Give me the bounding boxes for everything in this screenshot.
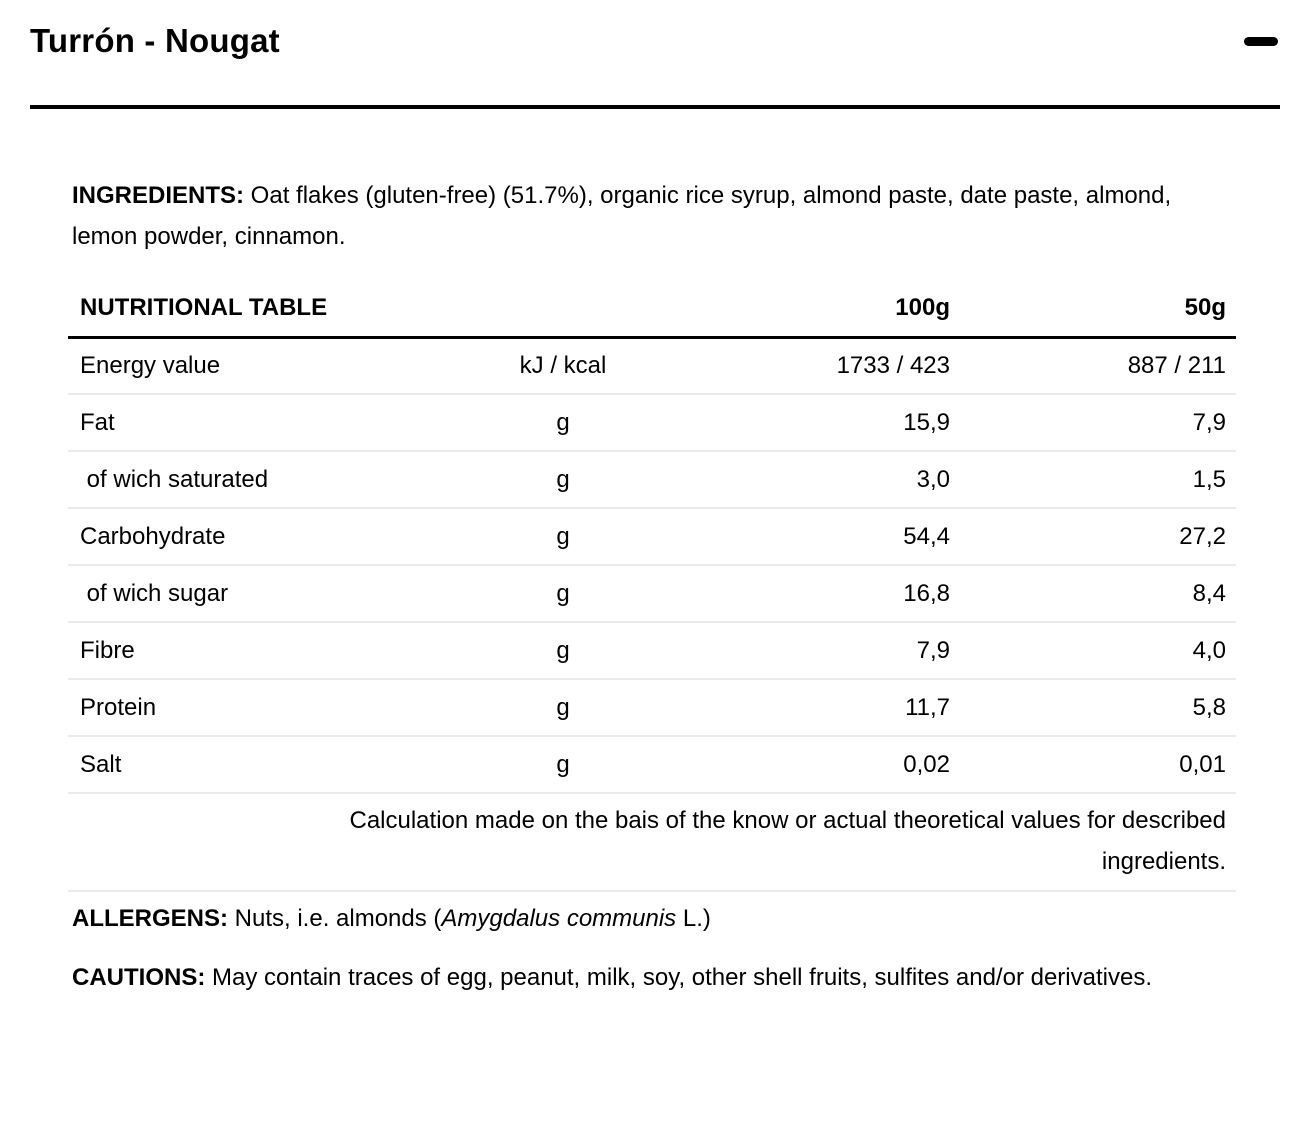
column-header-100g: 100g [688, 280, 960, 339]
row-unit: g [438, 508, 688, 566]
row-unit: g [438, 394, 688, 452]
cautions-text: May contain traces of egg, peanut, milk,… [205, 964, 1152, 991]
table-row: of wich saturated g 3,0 1,5 [68, 451, 1236, 509]
row-label: of wich saturated [68, 451, 438, 509]
row-value-50g: 4,0 [960, 622, 1236, 680]
minus-icon [1244, 36, 1278, 46]
allergens-label: ALLERGENS: [72, 905, 228, 932]
header-divider [30, 105, 1280, 109]
table-footnote: Calculation made on the bais of the know… [68, 793, 1236, 892]
page-title: Turrón - Nougat [30, 22, 280, 59]
row-value-50g: 7,9 [960, 394, 1236, 452]
allergens-text-after: L.) [676, 905, 711, 932]
row-unit: g [438, 622, 688, 680]
row-value-100g: 1733 / 423 [688, 337, 960, 395]
row-label: Protein [68, 679, 438, 737]
nutrition-table: NUTRITIONAL TABLE 100g 50g Energy value … [68, 280, 1236, 892]
table-row: Fat g 15,9 7,9 [68, 394, 1236, 452]
row-value-100g: 54,4 [688, 508, 960, 566]
ingredients-text: Oat flakes (gluten-free) (51.7%), organi… [72, 182, 1172, 250]
row-value-50g: 27,2 [960, 508, 1236, 566]
row-label: Energy value [68, 337, 438, 395]
table-row: Protein g 11,7 5,8 [68, 679, 1236, 737]
row-label: Fat [68, 394, 438, 452]
row-value-50g: 0,01 [960, 736, 1236, 794]
row-value-50g: 5,8 [960, 679, 1236, 737]
table-row: Energy value kJ / kcal 1733 / 423 887 / … [68, 337, 1236, 395]
column-header-unit [438, 280, 688, 339]
row-value-50g: 1,5 [960, 451, 1236, 509]
row-unit: g [438, 451, 688, 509]
allergens-paragraph: ALLERGENS: Nuts, i.e. almonds (Amygdalus… [72, 898, 1236, 939]
row-value-50g: 8,4 [960, 565, 1236, 623]
ingredients-paragraph: INGREDIENTS: Oat flakes (gluten-free) (5… [72, 175, 1222, 257]
row-label: of wich sugar [68, 565, 438, 623]
row-label: Carbohydrate [68, 508, 438, 566]
row-value-100g: 7,9 [688, 622, 960, 680]
cautions-label: CAUTIONS: [72, 964, 206, 991]
row-value-100g: 16,8 [688, 565, 960, 623]
allergens-latin-name: Amygdalus communis [441, 905, 677, 932]
cautions-paragraph: CAUTIONS: May contain traces of egg, pea… [72, 957, 1236, 998]
table-row: Salt g 0,02 0,01 [68, 736, 1236, 794]
nutrition-table-body: Energy value kJ / kcal 1733 / 423 887 / … [68, 337, 1236, 794]
row-value-50g: 887 / 211 [960, 337, 1236, 395]
row-value-100g: 3,0 [688, 451, 960, 509]
column-header-50g: 50g [960, 280, 1236, 339]
ingredients-label: INGREDIENTS: [72, 182, 245, 209]
row-value-100g: 11,7 [688, 679, 960, 737]
table-row: of wich sugar g 16,8 8,4 [68, 565, 1236, 623]
row-unit: g [438, 736, 688, 794]
collapse-button[interactable] [1244, 36, 1278, 46]
row-value-100g: 15,9 [688, 394, 960, 452]
table-title: NUTRITIONAL TABLE [68, 280, 438, 339]
row-label: Salt [68, 736, 438, 794]
row-unit: g [438, 679, 688, 737]
accordion-content: INGREDIENTS: Oat flakes (gluten-free) (5… [68, 175, 1236, 998]
accordion-header[interactable]: Turrón - Nougat [0, 0, 1308, 61]
row-unit: g [438, 565, 688, 623]
row-label: Fibre [68, 622, 438, 680]
row-value-100g: 0,02 [688, 736, 960, 794]
table-row: Fibre g 7,9 4,0 [68, 622, 1236, 680]
nutrition-table-header: NUTRITIONAL TABLE 100g 50g [68, 280, 1236, 339]
allergens-text-before: Nuts, i.e. almonds ( [228, 905, 442, 932]
table-row: Carbohydrate g 54,4 27,2 [68, 508, 1236, 566]
row-unit: kJ / kcal [438, 337, 688, 395]
